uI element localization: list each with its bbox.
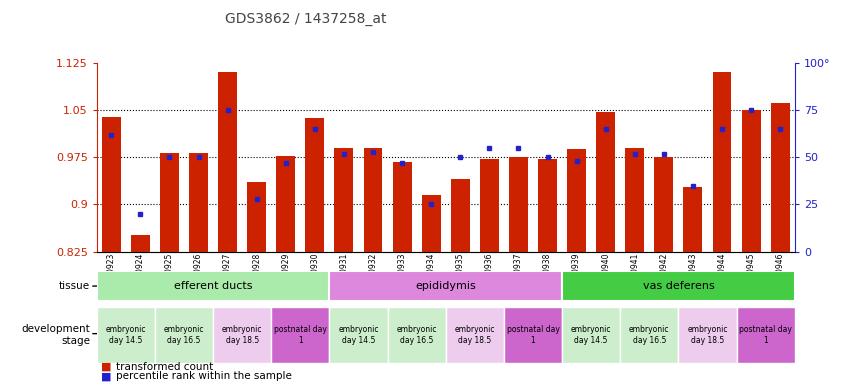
Bar [679,307,737,363]
Bar [189,153,208,252]
Bar [596,112,615,252]
Bar [620,307,679,363]
Bar [712,71,732,252]
Text: embryonic
day 18.5: embryonic day 18.5 [222,325,262,345]
Bar [684,187,702,252]
Text: development
stage: development stage [21,324,90,346]
Bar [446,307,504,363]
Text: embryonic
day 14.5: embryonic day 14.5 [338,325,378,345]
Text: embryonic
day 16.5: embryonic day 16.5 [164,325,204,345]
Text: tissue: tissue [59,281,90,291]
Bar [393,162,411,252]
Bar [421,195,441,252]
Bar [271,307,330,363]
Bar [770,103,790,252]
Text: postnatal day
1: postnatal day 1 [739,325,792,345]
Text: efferent ducts: efferent ducts [174,281,252,291]
Bar [305,118,325,252]
Bar [626,148,644,252]
Bar [451,179,470,252]
Text: epididymis: epididymis [415,281,476,291]
Bar [131,235,150,252]
Text: embryonic
day 16.5: embryonic day 16.5 [629,325,669,345]
Bar [654,157,674,252]
Bar [509,157,528,252]
Bar [102,117,121,252]
Bar [538,159,557,252]
Bar [97,307,155,363]
Text: postnatal day
1: postnatal day 1 [274,325,327,345]
Text: postnatal day
1: postnatal day 1 [506,325,559,345]
Bar [504,307,562,363]
Text: ■: ■ [101,362,111,372]
Text: embryonic
day 14.5: embryonic day 14.5 [571,325,611,345]
Bar [277,156,295,252]
Text: percentile rank within the sample: percentile rank within the sample [116,371,292,381]
Text: ■: ■ [101,371,111,381]
Text: embryonic
day 18.5: embryonic day 18.5 [455,325,495,345]
Bar [562,307,620,363]
Text: vas deferens: vas deferens [643,281,714,291]
Bar [97,271,330,301]
Bar [335,148,353,252]
Bar [247,182,266,252]
Bar [742,111,760,252]
Bar [155,307,213,363]
Bar [330,271,562,301]
Text: transformed count: transformed count [116,362,214,372]
Text: embryonic
day 14.5: embryonic day 14.5 [106,325,146,345]
Bar [363,148,383,252]
Bar [330,307,388,363]
Bar [737,307,795,363]
Bar [562,271,795,301]
Text: GDS3862 / 1437258_at: GDS3862 / 1437258_at [225,12,387,25]
Bar [160,153,179,252]
Text: embryonic
day 16.5: embryonic day 16.5 [396,325,436,345]
Bar [218,71,237,252]
Bar [213,307,271,363]
Bar [567,149,586,252]
Bar [480,159,499,252]
Text: embryonic
day 18.5: embryonic day 18.5 [687,325,727,345]
Bar [388,307,446,363]
